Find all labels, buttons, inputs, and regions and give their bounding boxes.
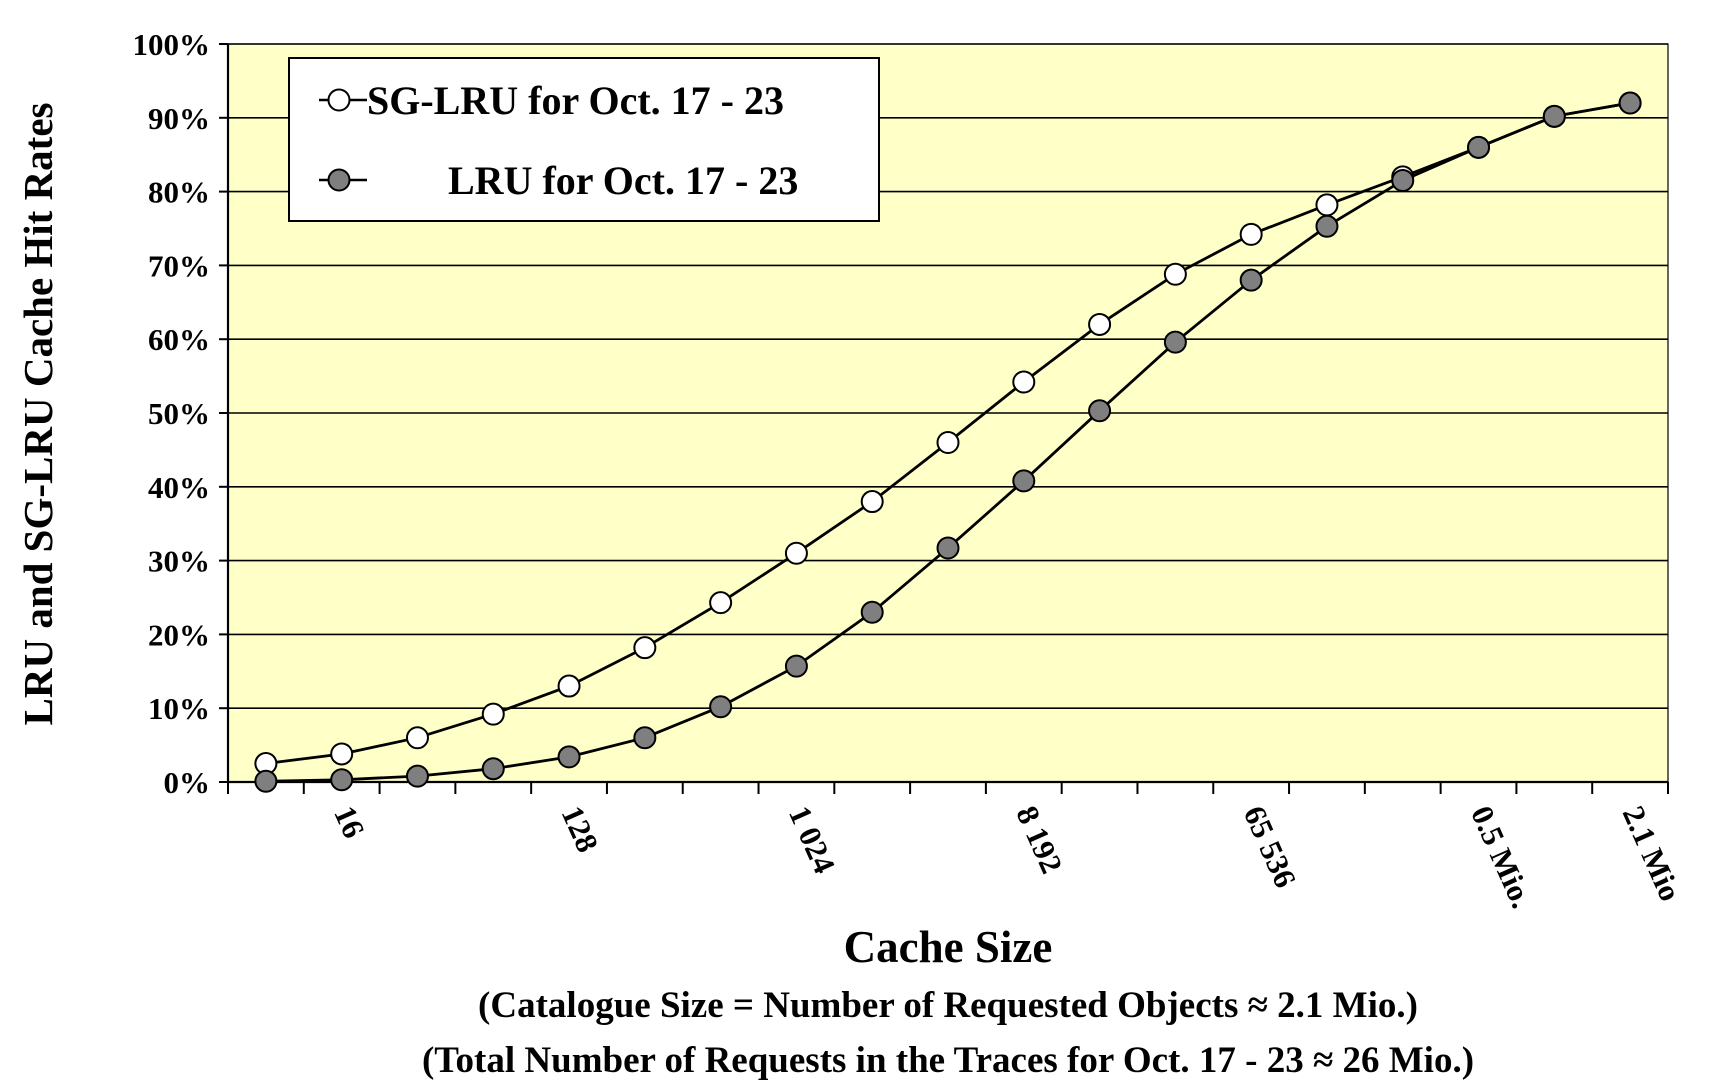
legend: SG-LRU for Oct. 17 - 23 LRU for Oct. 17 -… — [288, 57, 880, 222]
data-point — [557, 674, 581, 698]
series — [254, 91, 1642, 793]
y-tick-label: 50% — [148, 396, 210, 431]
data-point — [330, 742, 354, 766]
data-point — [1239, 222, 1263, 246]
data-point — [1315, 214, 1339, 238]
x-tick-label: 0.5 Mio. — [1464, 801, 1540, 914]
x-tick-label: 128 — [555, 801, 606, 858]
legend-marker — [327, 88, 351, 112]
data-point — [405, 764, 429, 788]
legend-item: SG-LRU for Oct. 17 - 23 — [319, 78, 784, 123]
y-tick-label: 10% — [148, 691, 210, 726]
legend-label: SG-LRU for Oct. 17 - 23 — [367, 78, 784, 123]
legend-marker — [327, 168, 351, 192]
data-point — [405, 726, 429, 750]
data-point — [860, 490, 884, 514]
x-tick-label: 8 192 — [1009, 801, 1069, 879]
y-tick-labels: 0% 10% 20% 30% 40% 50% 60% 70% 80% 90% 100% — [133, 27, 211, 800]
y-tick-label: 30% — [148, 544, 210, 579]
x-axis-note-requests: (Total Number of Requests in the Traces … — [422, 1040, 1474, 1081]
data-point — [557, 745, 581, 769]
data-point — [330, 768, 354, 792]
data-point — [1012, 469, 1036, 493]
data-point — [784, 654, 808, 678]
x-tick-label: 2.1 Mio — [1616, 801, 1689, 906]
x-tick-label: 16 — [327, 801, 372, 844]
y-tick-label: 90% — [148, 101, 210, 136]
y-tick-label: 100% — [133, 27, 211, 62]
data-point — [633, 726, 657, 750]
legend-label: LRU for Oct. 17 - 23 — [448, 158, 798, 203]
data-point — [784, 541, 808, 565]
x-tick-labels: 16 128 1 024 8 192 65 536 0.5 Mio. 2.1 Mio — [327, 801, 1688, 914]
legend-item: LRU for Oct. 17 - 23 — [319, 158, 798, 203]
data-point — [936, 431, 960, 455]
data-point — [936, 536, 960, 560]
x-axis-note-catalogue: (Catalogue Size = Number of Requested Ob… — [478, 985, 1418, 1026]
series-lru — [254, 91, 1642, 793]
y-tick-label: 80% — [148, 175, 210, 210]
y-tick-label: 20% — [148, 617, 210, 652]
data-point — [860, 600, 884, 624]
data-point — [1163, 262, 1187, 286]
data-point — [1088, 399, 1112, 423]
axes — [219, 43, 1669, 794]
data-point — [1467, 135, 1491, 159]
x-tick-label: 1 024 — [782, 801, 842, 879]
data-point — [481, 757, 505, 781]
y-axis-title: LRU and SG-LRU Cache Hit Rates — [15, 103, 61, 726]
y-tick-label: 60% — [148, 322, 210, 357]
data-point — [1315, 193, 1339, 217]
data-point — [1239, 268, 1263, 292]
data-point — [709, 591, 733, 615]
y-tick-label: 0% — [164, 765, 211, 800]
data-point — [1391, 169, 1415, 193]
data-point — [254, 769, 278, 793]
data-point — [1618, 91, 1642, 115]
data-point — [633, 636, 657, 660]
data-point — [1542, 104, 1566, 128]
x-axis-title: Cache Size — [844, 922, 1053, 972]
y-tick-label: 70% — [148, 248, 210, 283]
data-point — [1012, 370, 1036, 394]
data-point — [1088, 312, 1112, 336]
y-tick-label: 40% — [148, 470, 210, 505]
data-point — [1163, 330, 1187, 354]
data-point — [481, 702, 505, 726]
legend-box — [288, 57, 880, 222]
x-tick-label: 65 536 — [1237, 801, 1304, 893]
data-point — [709, 695, 733, 719]
